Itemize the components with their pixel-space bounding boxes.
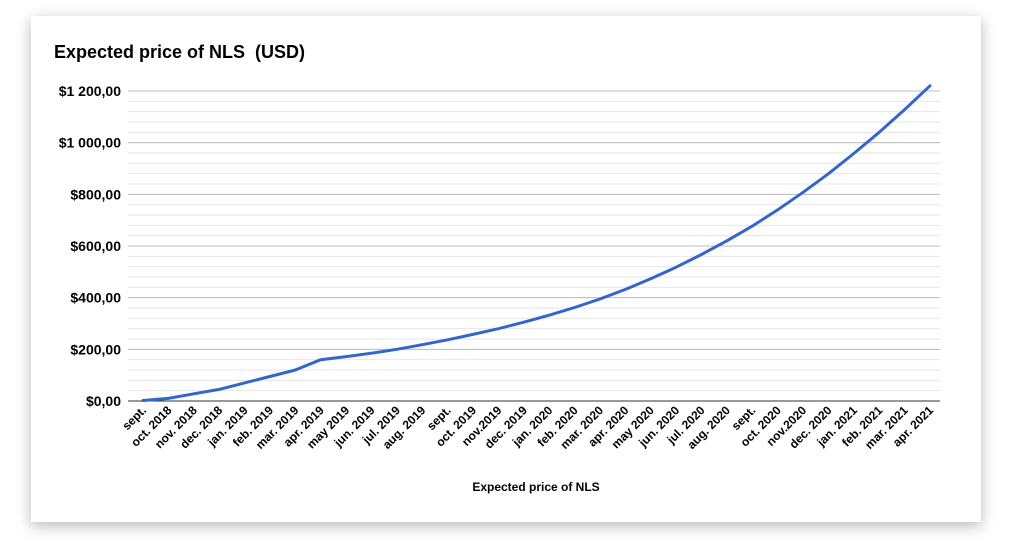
y-tick-label: $0,00 xyxy=(86,393,121,409)
y-tick-label: $800,00 xyxy=(70,186,121,202)
line-chart: $0,00 $200,00 $400,00 $600,00 $800,00 $1 000,… xyxy=(59,83,940,494)
series-line xyxy=(141,84,932,402)
x-axis-label: Expected price of NLS xyxy=(472,480,599,494)
chart-card: Expected price of NLS (USD) $0,00 $200,00… xyxy=(31,16,981,522)
y-tick-label: $600,00 xyxy=(70,238,121,254)
y-tick-label: $400,00 xyxy=(70,290,121,306)
y-tick-label: $200,00 xyxy=(70,341,121,357)
chart-title: Expected price of NLS (USD) xyxy=(54,42,306,62)
y-tick-label: $1 200,00 xyxy=(59,83,121,99)
y-tick-label: $1 000,00 xyxy=(59,135,121,151)
